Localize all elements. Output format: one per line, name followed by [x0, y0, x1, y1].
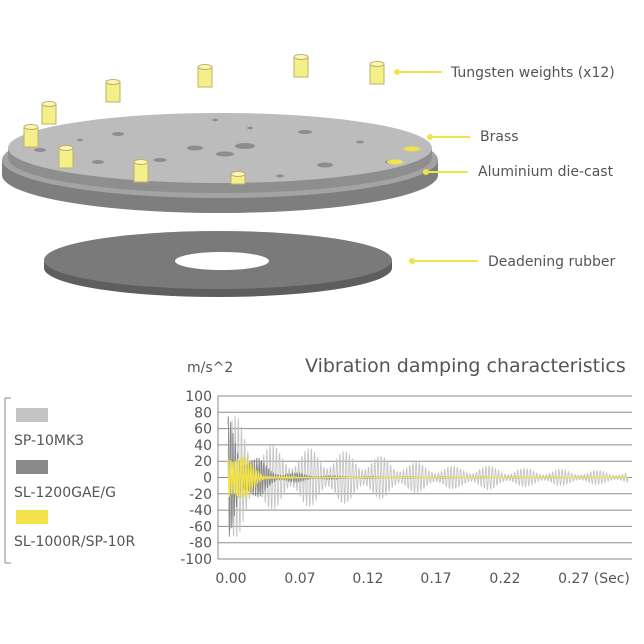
- legend-label-sl1000r: SL-1000R/SP-10R: [14, 534, 135, 550]
- brass-insert: [404, 146, 420, 152]
- legend-swatch-sp10mk3: [16, 408, 48, 422]
- label-brass: Brass: [480, 129, 519, 145]
- tungsten-weight: [197, 64, 213, 88]
- series-line-3: [227, 456, 628, 499]
- tungsten-weight: [105, 79, 121, 103]
- y-tick-label: -20: [189, 487, 212, 503]
- y-tick-label: 80: [194, 405, 212, 421]
- x-tick-label: 0.07: [284, 571, 315, 587]
- callout-tungsten: Tungsten weights (x12): [394, 65, 615, 81]
- legend-label-sp10mk3: SP-10MK3: [14, 433, 84, 449]
- y-tick-label: -40: [189, 503, 212, 519]
- callout-aluminium: Aluminium die-cast: [423, 164, 614, 180]
- x-tick-label: 0.22: [489, 571, 520, 587]
- chart-title: Vibration damping characteristics: [305, 355, 626, 377]
- y-tick-label: -80: [189, 536, 212, 552]
- callout-brass: Brass: [427, 129, 519, 145]
- tungsten-weight: [23, 124, 39, 148]
- y-tick-label: -60: [189, 519, 212, 535]
- y-tick-label: 60: [194, 422, 212, 438]
- damping-chart: Vibration damping characteristics m/s^2 …: [4, 355, 632, 587]
- chart-series: [227, 415, 629, 537]
- tungsten-weights: [23, 54, 385, 185]
- legend-swatch-sl1000r: [16, 510, 48, 524]
- y-axis-unit: m/s^2: [187, 360, 233, 376]
- y-tick-label: -100: [180, 552, 212, 568]
- legend-label-sl1200gae: SL-1200GAE/G: [14, 485, 116, 501]
- legend-swatch-sl1200gae: [16, 460, 48, 474]
- brass-layer: [8, 113, 432, 193]
- chart-legend: SP-10MK3 SL-1200GAE/G SL-1000R/SP-10R: [4, 397, 135, 564]
- y-tick-label: 0: [203, 471, 212, 487]
- tungsten-weight: [58, 145, 74, 169]
- brass-insert: [387, 159, 403, 165]
- x-tick-labels: 0.00 0.07 0.12 0.17 0.22 0.27 (Sec): [215, 571, 629, 587]
- label-tungsten: Tungsten weights (x12): [450, 65, 615, 81]
- y-tick-label: 20: [194, 454, 212, 470]
- tungsten-weight: [230, 171, 246, 185]
- rubber-layer: [44, 231, 392, 297]
- callout-rubber: Deadening rubber: [409, 254, 615, 270]
- tungsten-weight: [133, 159, 149, 183]
- y-tick-label: 100: [185, 389, 212, 405]
- tungsten-weight: [293, 54, 309, 78]
- label-aluminium: Aluminium die-cast: [478, 164, 614, 180]
- x-tick-label: 0.12: [352, 571, 383, 587]
- brass-holes: [34, 118, 395, 178]
- tungsten-weight: [41, 101, 57, 125]
- x-tick-label: 0.17: [420, 571, 451, 587]
- x-tick-label: 0.27 (Sec): [558, 571, 630, 587]
- platter-diagram: Tungsten weights (x12) Brass Aluminium d…: [2, 54, 615, 297]
- tungsten-weight: [369, 61, 385, 85]
- y-tick-label: 40: [194, 438, 212, 454]
- label-rubber: Deadening rubber: [488, 254, 615, 270]
- x-tick-label: 0.00: [215, 571, 246, 587]
